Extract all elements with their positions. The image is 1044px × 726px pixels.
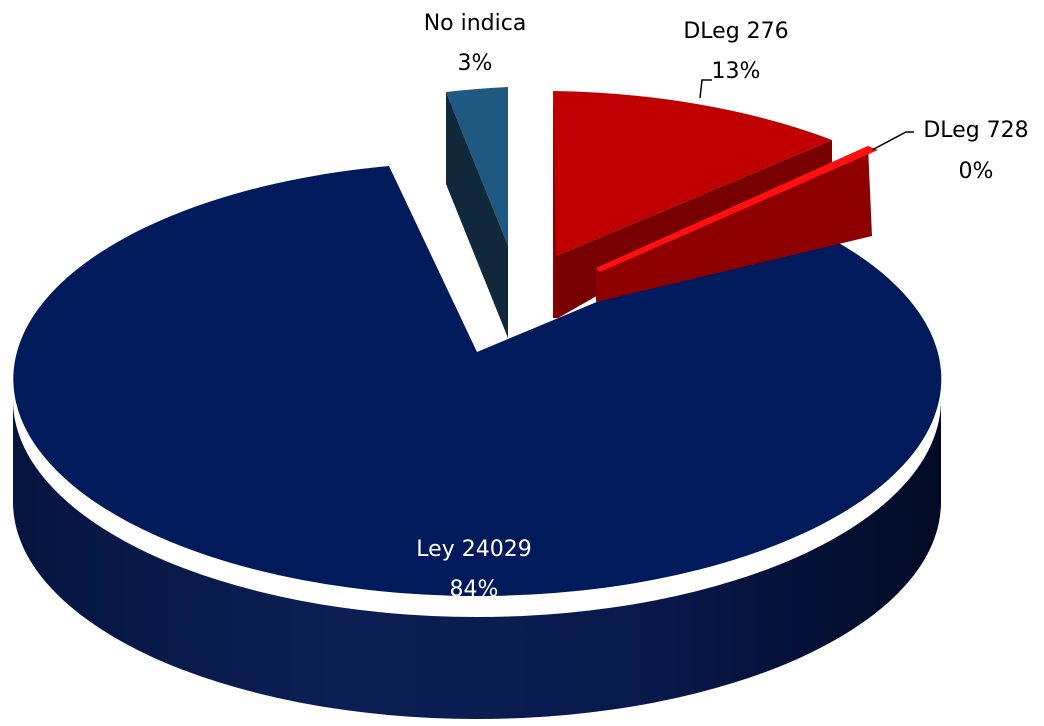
label-dleg-728-name: DLeg 728 [923,118,1028,143]
label-no-indica-percent: 3% [458,51,493,76]
label-dleg-276-percent: 13% [712,59,761,84]
slice-dleg-728-side [596,146,872,302]
data-label-no-indica: No indica 3% [424,11,527,76]
slice-no-indica-edge [446,92,508,338]
slice-dleg-728 [596,146,878,302]
label-dleg-276-name: DLeg 276 [683,19,788,44]
data-label-dleg-276: DLeg 276 13% [683,19,788,84]
data-label-ley-24029: Ley 24029 84% [416,537,531,602]
slice-ley-24029-side [13,400,941,719]
slice-dleg-728-top [596,146,878,272]
label-ley-24029-percent: 84% [450,577,499,602]
data-label-dleg-728: DLeg 728 0% [923,118,1028,184]
slice-dleg-276-top [553,91,832,256]
label-no-indica-name: No indica [424,11,527,36]
leader-line-dleg-728 [871,131,914,151]
slice-no-indica-top [446,87,508,246]
leader-line-dleg-276 [699,79,712,99]
slice-no-indica [446,87,508,338]
label-dleg-728-percent: 0% [959,159,994,184]
label-ley-24029-name: Ley 24029 [416,537,531,562]
